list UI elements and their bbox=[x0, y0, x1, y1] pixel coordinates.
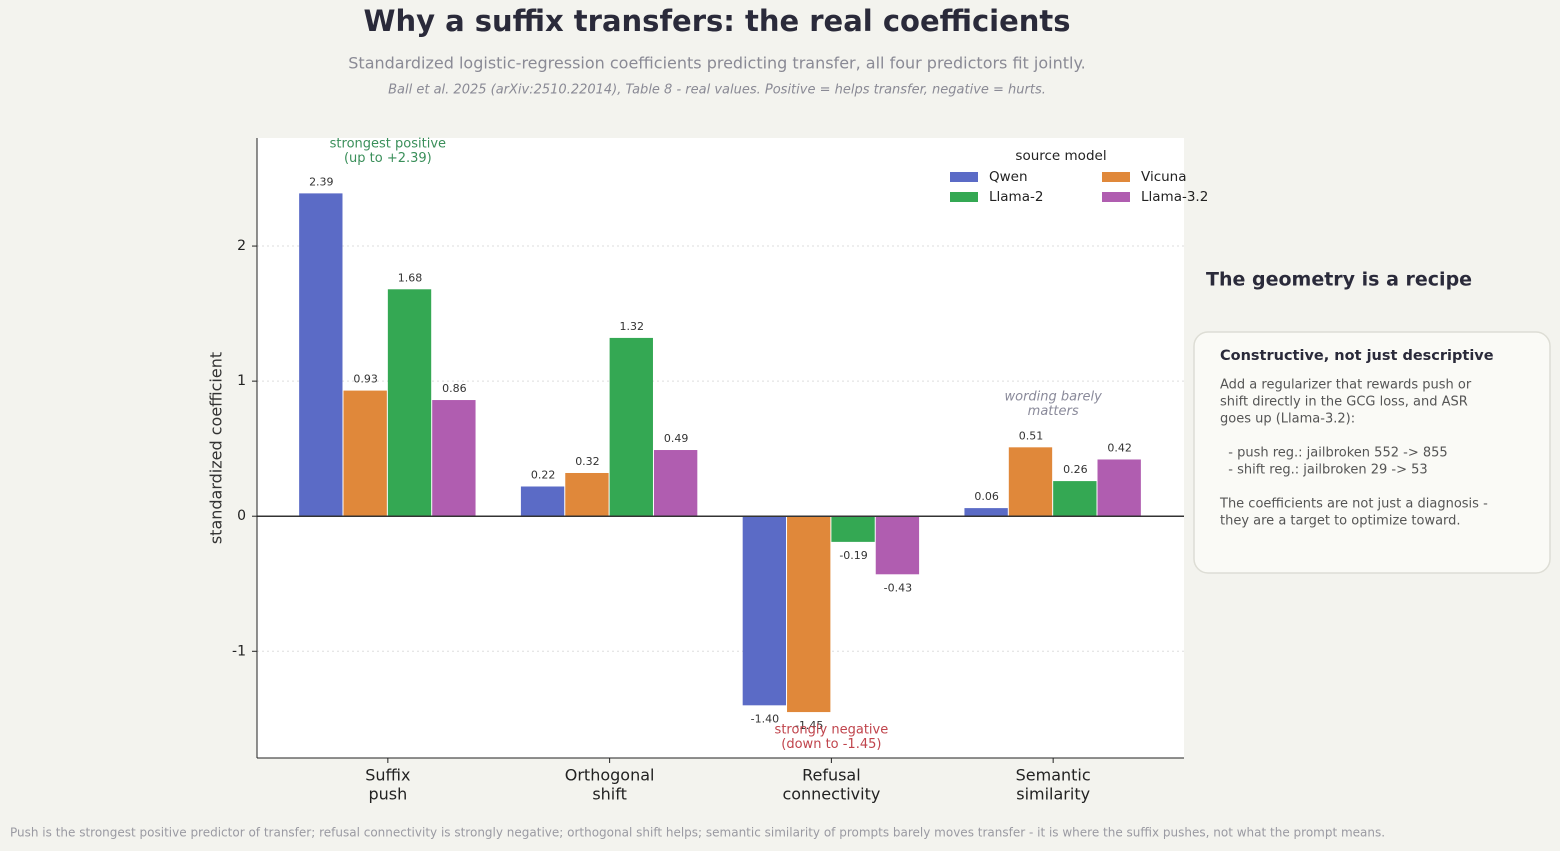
value-label: 0.22 bbox=[531, 468, 556, 481]
x-tick-label: shift bbox=[592, 785, 627, 804]
bar bbox=[1053, 481, 1097, 517]
value-label: 0.42 bbox=[1107, 441, 1132, 454]
y-tick-label: 2 bbox=[237, 238, 246, 254]
y-tick-label: 0 bbox=[237, 508, 246, 524]
value-label: 0.26 bbox=[1063, 463, 1088, 476]
bar bbox=[299, 193, 343, 517]
bar bbox=[653, 450, 698, 517]
annotation: wording barely bbox=[1005, 390, 1103, 405]
source: Ball et al. 2025 (arXiv:2510.22014), Tab… bbox=[388, 83, 1046, 98]
x-tick-label: Refusal bbox=[802, 766, 861, 785]
annotation: matters bbox=[1028, 404, 1079, 419]
x-tick-label: Orthogonal bbox=[565, 766, 655, 785]
bar bbox=[432, 400, 476, 517]
legend-swatch bbox=[1102, 172, 1130, 182]
title: Why a suffix transfers: the real coeffic… bbox=[363, 4, 1070, 38]
x-tick-label: push bbox=[368, 785, 407, 804]
footer: Push is the strongest positive predictor… bbox=[10, 826, 1385, 840]
card-title: Constructive, not just descriptive bbox=[1220, 348, 1494, 364]
card-text: - shift reg.: jailbroken 29 -> 53 bbox=[1220, 463, 1428, 478]
value-label: -1.40 bbox=[751, 712, 779, 725]
panel-heading: The geometry is a recipe bbox=[1206, 269, 1472, 291]
bar bbox=[343, 390, 387, 517]
card-text: they are a target to optimize toward. bbox=[1220, 514, 1461, 529]
annotation: strongly negative bbox=[775, 723, 889, 738]
bar bbox=[1008, 447, 1053, 517]
value-label: 0.93 bbox=[353, 373, 378, 386]
annotation: strongest positive bbox=[330, 137, 446, 152]
card-text: shift directly in the GCG loss, and ASR bbox=[1220, 395, 1468, 410]
value-label: 0.51 bbox=[1019, 429, 1044, 442]
x-tick-label: connectivity bbox=[782, 785, 880, 804]
bar bbox=[1097, 459, 1141, 517]
value-label: 1.32 bbox=[620, 320, 645, 333]
card-text: The coefficients are not just a diagnosi… bbox=[1219, 497, 1488, 512]
legend-swatch bbox=[1102, 192, 1130, 202]
value-label: 1.68 bbox=[398, 271, 423, 284]
bar bbox=[875, 516, 920, 575]
bar bbox=[831, 516, 875, 542]
bar bbox=[565, 472, 609, 517]
card-text: - push reg.: jailbroken 552 -> 855 bbox=[1220, 446, 1448, 461]
y-axis-label: standardized coefficient bbox=[207, 352, 226, 544]
legend-swatch bbox=[950, 172, 978, 182]
value-label: 0.86 bbox=[442, 382, 467, 395]
card-text: Add a regularizer that rewards push or bbox=[1220, 378, 1472, 393]
bar bbox=[742, 516, 787, 706]
legend-label: Llama-2 bbox=[989, 189, 1043, 205]
annotation: (up to +2.39) bbox=[344, 151, 432, 166]
legend-swatch bbox=[950, 192, 978, 202]
card-text: goes up (Llama-3.2): bbox=[1220, 412, 1355, 427]
bar bbox=[609, 337, 653, 517]
legend-label: Qwen bbox=[989, 169, 1028, 185]
subtitle: Standardized logistic-regression coeffic… bbox=[348, 54, 1085, 73]
value-label: 2.39 bbox=[309, 175, 334, 188]
x-tick-label: similarity bbox=[1016, 785, 1090, 804]
bar bbox=[787, 516, 831, 713]
bar bbox=[520, 486, 565, 517]
card bbox=[1193, 331, 1551, 574]
value-label: 0.49 bbox=[664, 432, 689, 445]
x-tick-label: Semantic bbox=[1016, 766, 1091, 785]
legend-label: Llama-3.2 bbox=[1141, 189, 1208, 205]
bar bbox=[387, 289, 432, 517]
legend-title: source model bbox=[1015, 148, 1106, 164]
value-label: -0.19 bbox=[839, 549, 867, 562]
value-label: 0.06 bbox=[974, 490, 999, 503]
value-label: -1.45 bbox=[795, 719, 823, 732]
y-tick-label: 1 bbox=[237, 373, 246, 389]
value-label: 0.32 bbox=[575, 455, 600, 468]
legend-label: Vicuna bbox=[1141, 169, 1187, 185]
value-label: -0.43 bbox=[884, 581, 912, 594]
x-tick-label: Suffix bbox=[365, 766, 410, 785]
annotation: (down to -1.45) bbox=[781, 737, 881, 752]
bar bbox=[964, 508, 1008, 517]
y-tick-label: -1 bbox=[232, 643, 246, 659]
